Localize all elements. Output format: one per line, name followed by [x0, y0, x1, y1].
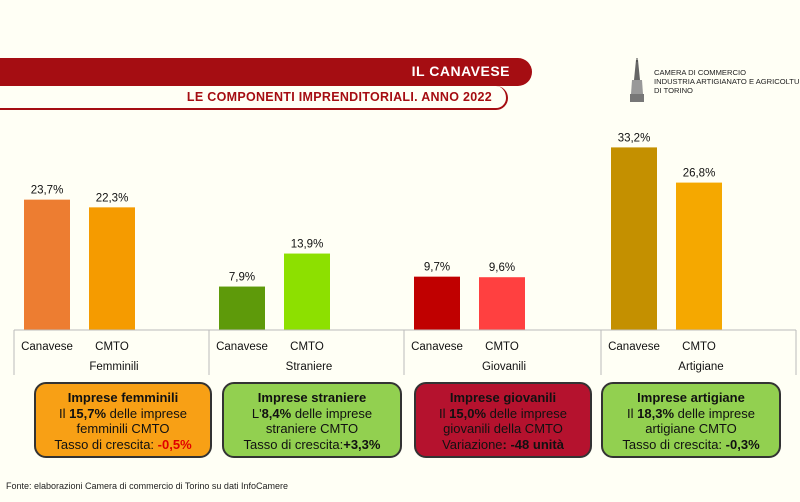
category-label: Canavese — [216, 341, 268, 353]
summary-box: Imprese artigiane Il 18,3% delle imprese a… — [601, 382, 781, 458]
box-line-2: femminili CMTO — [76, 421, 170, 436]
bar-artigiane-canavese — [611, 147, 657, 330]
data-label: 33,2% — [618, 132, 651, 144]
box-line-2: artigiane CMTO — [645, 421, 737, 436]
data-label: 22,3% — [96, 192, 129, 204]
box-title: Imprese femminili — [67, 390, 179, 405]
box-line-1: Il 18,3% delle imprese — [627, 405, 755, 421]
box-line-1: Il 15,0% delle imprese — [439, 405, 567, 421]
logo-line-2: INDUSTRIA ARTIGIANATO E AGRICOLTURA — [654, 77, 800, 86]
chart-subtitle: LE COMPONENTI IMPRENDITORIALI. ANNO 2022 — [186, 90, 492, 104]
bar-femminili-cmto — [89, 207, 135, 330]
summary-box: Imprese giovanili Il 15,0% delle imprese g… — [414, 382, 592, 458]
group-label: Straniere — [286, 361, 333, 373]
data-label: 7,9% — [229, 272, 255, 284]
category-label: CMTO — [485, 341, 519, 353]
title-banner: IL CANAVESE — [0, 58, 532, 86]
box-title: Imprese straniere — [257, 390, 367, 405]
data-label: 9,6% — [489, 262, 515, 274]
category-label: Canavese — [21, 341, 73, 353]
summary-box: Imprese straniere L'8,4% delle imprese str… — [222, 382, 402, 458]
chamber-logo: CAMERA DI COMMERCIO INDUSTRIA ARTIGIANAT… — [623, 58, 800, 104]
bar-straniere-canavese — [219, 286, 265, 330]
source-note: Fonte: elaborazioni Camera di commercio … — [6, 481, 288, 491]
bar-giovanili-cmto — [479, 277, 525, 330]
box-line-1: L'8,4% delle imprese — [251, 405, 373, 421]
category-label: CMTO — [682, 341, 716, 353]
box-line-3: Tasso di crescita: -0,3% — [622, 436, 760, 452]
group-label: Artigiane — [678, 361, 723, 373]
box-line-3: Tasso di crescita:+3,3% — [243, 436, 381, 452]
category-label: CMTO — [95, 341, 129, 353]
box-line-2: giovanili della CMTO — [443, 421, 563, 436]
bar-femminili-canavese — [24, 199, 70, 330]
data-label: 9,7% — [424, 262, 450, 274]
mole-antonelliana-icon — [630, 58, 644, 102]
subtitle-banner: LE COMPONENTI IMPRENDITORIALI. ANNO 2022 — [0, 86, 508, 110]
box-line-1: Il 15,7% delle imprese — [59, 405, 187, 421]
data-label: 26,8% — [683, 168, 716, 180]
box-line-3: Variazione: -48 unità — [442, 436, 564, 452]
box-title: Imprese artigiane — [637, 390, 745, 405]
bar-artigiane-cmto — [676, 182, 722, 330]
box-line-2: straniere CMTO — [265, 421, 359, 436]
logo-line-1: CAMERA DI COMMERCIO — [654, 68, 746, 77]
bar-straniere-cmto — [284, 253, 330, 330]
data-label: 13,9% — [291, 239, 324, 251]
bar-giovanili-canavese — [414, 276, 460, 330]
summary-box: Imprese femminili Il 15,7% delle imprese f… — [34, 382, 212, 458]
category-label: CMTO — [290, 341, 324, 353]
group-label: Giovanili — [482, 361, 526, 373]
logo-line-3: DI TORINO — [654, 86, 693, 95]
group-label: Femminili — [89, 361, 138, 373]
category-label: Canavese — [411, 341, 463, 353]
bar-chart: 23,7% Canavese 22,3% CMTO Femminili 7,9% Canav… — [13, 132, 797, 375]
data-label: 23,7% — [31, 185, 64, 197]
box-title: Imprese giovanili — [449, 390, 557, 405]
page-title: IL CANAVESE — [411, 63, 510, 79]
box-line-3: Tasso di crescita: -0,5% — [54, 436, 192, 452]
category-label: Canavese — [608, 341, 660, 353]
